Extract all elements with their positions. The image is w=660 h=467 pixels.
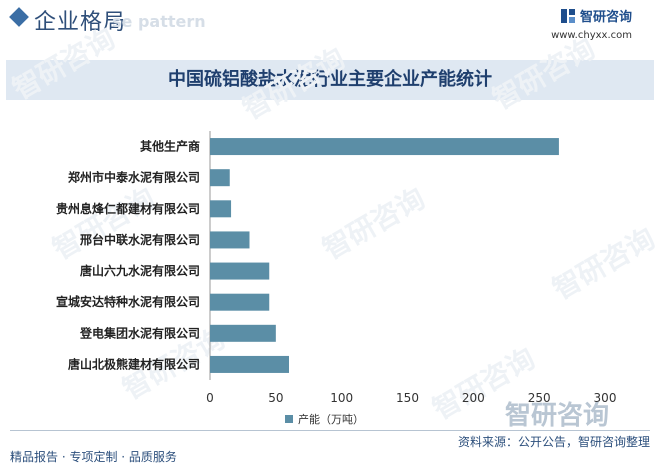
- brand-name: 智研咨询: [579, 10, 632, 25]
- x-tick-label: 150: [396, 391, 419, 405]
- page-header: 企业格局 se pattern 智研咨询 www.chyxx.com: [0, 0, 660, 44]
- category-label: 贵州息烽仁都建材有限公司: [56, 201, 200, 216]
- bar: [210, 293, 270, 311]
- bar: [210, 169, 230, 187]
- brand: 智研咨询: [560, 6, 632, 25]
- bar: [210, 355, 289, 373]
- x-tick-label: 0: [206, 391, 214, 405]
- category-label: 邢台中联水泥有限公司: [80, 232, 200, 247]
- section-title: 企业格局: [34, 10, 127, 35]
- x-tick-label: 250: [528, 391, 551, 405]
- footer-source: 资料来源：公开公告，智研咨询整理: [457, 435, 650, 449]
- category-label: 唐山北极熊建材有限公司: [68, 356, 200, 371]
- bar: [210, 138, 559, 156]
- footer-slogan: 精品报告 · 专项定制 · 品质服务: [10, 450, 177, 464]
- x-tick-label: 50: [268, 391, 283, 405]
- footer-divider: [10, 430, 650, 431]
- x-tick-label: 200: [462, 391, 485, 405]
- category-label: 登电集团水泥有限公司: [79, 325, 200, 340]
- x-tick-label: 100: [330, 391, 353, 405]
- category-label: 郑州市中泰水泥有限公司: [68, 170, 200, 185]
- brand-url: www.chyxx.com: [551, 30, 632, 41]
- category-label: 唐山六九水泥有限公司: [80, 263, 200, 278]
- chart-title: 中国硫铝酸盐水泥行业主要企业产能统计: [168, 69, 492, 90]
- bar: [210, 200, 232, 218]
- legend-label: 产能（万吨）: [298, 412, 364, 426]
- bar: [210, 262, 270, 280]
- brand-logo-icon: [560, 8, 575, 23]
- bar: [210, 231, 250, 249]
- bar: [210, 324, 276, 342]
- chart-title-bar: 中国硫铝酸盐水泥行业主要企业产能统计: [6, 60, 654, 100]
- category-label: 其他生产商: [140, 139, 200, 154]
- x-tick-label: 300: [594, 391, 617, 405]
- header-watermark-text: se pattern: [112, 12, 206, 31]
- legend-swatch: [285, 415, 293, 423]
- category-label: 宣城安达特种水泥有限公司: [56, 294, 200, 309]
